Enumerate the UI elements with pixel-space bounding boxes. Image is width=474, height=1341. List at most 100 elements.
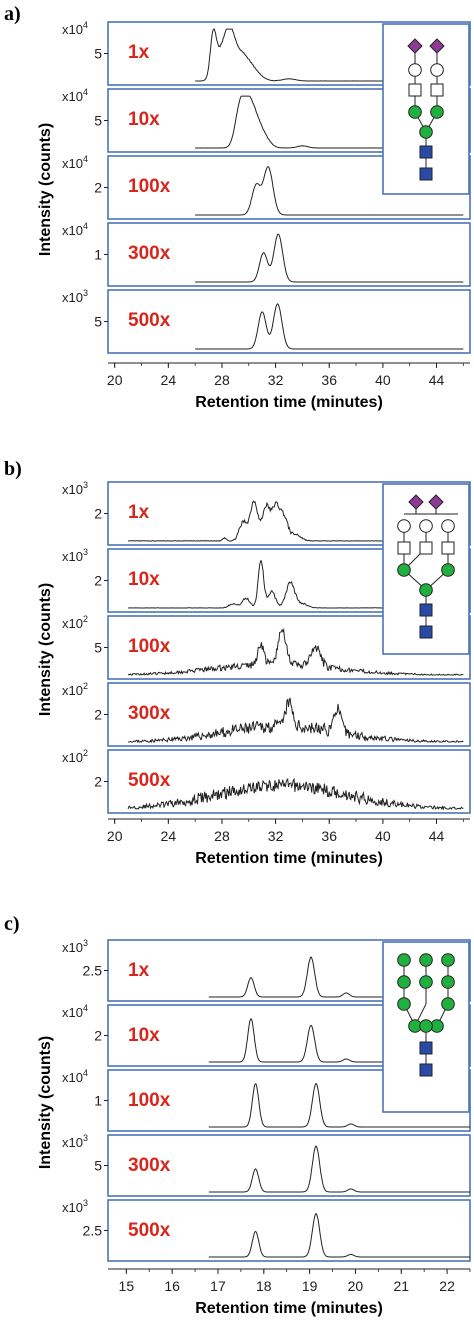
glcnac-open-square-icon xyxy=(397,541,411,555)
y-tick-label: 1 xyxy=(94,247,102,263)
dilution-label: 300x xyxy=(128,703,171,724)
glcnac-square-icon xyxy=(419,145,433,159)
y-tick-label: 5 xyxy=(94,113,102,129)
x-tick-label: 36 xyxy=(321,372,337,388)
y-tick-label: 2.5 xyxy=(83,963,103,979)
x-tick-label: 22 xyxy=(439,1278,455,1294)
scale-multiplier: x103 xyxy=(62,1198,88,1215)
mannose-circle-icon xyxy=(419,975,433,989)
panel-label: c) xyxy=(4,913,20,935)
sialic-acid-diamond-icon xyxy=(407,38,423,54)
multiplier-base: x10 xyxy=(62,290,83,305)
scale-multiplier: x103 xyxy=(62,938,88,955)
y-tick-label: 5 xyxy=(94,1158,102,1174)
galactose-circle-icon xyxy=(419,519,433,533)
mannose-circle-icon xyxy=(441,563,455,577)
mannose-circle-icon xyxy=(397,563,411,577)
y-tick-label: 2 xyxy=(94,180,102,196)
mannose-circle-icon xyxy=(419,125,433,139)
y-tick-label: 2 xyxy=(94,573,102,589)
scale-multiplier: x104 xyxy=(62,87,88,104)
mannose-circle-icon xyxy=(419,583,433,597)
chromatogram-trace xyxy=(195,166,464,216)
multiplier-base: x10 xyxy=(62,940,83,955)
mannose-circle-icon xyxy=(430,105,444,119)
multiplier-exponent: 4 xyxy=(83,154,88,164)
x-tick-label: 44 xyxy=(429,828,445,844)
trace-row-300x: x104 1 300x xyxy=(62,221,471,287)
trace-row-1x: x103 2 1x xyxy=(62,480,471,546)
multiplier-base: x10 xyxy=(62,1200,83,1215)
scale-multiplier: x103 xyxy=(62,547,88,564)
chromatogram-trace xyxy=(208,1083,470,1128)
dilution-label: 10x xyxy=(128,109,160,130)
multiplier-base: x10 xyxy=(62,1135,83,1150)
dilution-label: 500x xyxy=(128,770,171,791)
mannose-circle-icon xyxy=(419,953,433,967)
x-tick-label: 19 xyxy=(302,1278,318,1294)
scale-multiplier: x103 xyxy=(62,1133,88,1150)
multiplier-base: x10 xyxy=(62,683,83,698)
x-tick-label: 18 xyxy=(256,1278,272,1294)
mannose-circle-icon xyxy=(397,953,411,967)
galactose-circle-icon xyxy=(408,63,422,77)
x-axis-label: Retention time (minutes) xyxy=(195,394,383,411)
x-tick-label: 44 xyxy=(429,372,445,388)
mannose-circle-icon xyxy=(408,105,422,119)
y-axis-label: Intensity (counts) xyxy=(37,123,54,256)
dilution-label: 100x xyxy=(128,176,171,197)
chromatogram-trace xyxy=(208,1145,470,1193)
dilution-label: 300x xyxy=(128,243,171,264)
sialylated-biantennary-glycan-icon xyxy=(382,23,470,195)
trace-row-500x: x103 2.5 500x xyxy=(62,1198,471,1262)
multiplier-exponent: 3 xyxy=(83,480,88,490)
dilution-label: 500x xyxy=(128,310,171,331)
x-tick-label: 16 xyxy=(164,1278,180,1294)
multiplier-exponent: 4 xyxy=(83,20,88,30)
y-tick-label: 5 xyxy=(94,640,102,656)
multiplier-exponent: 3 xyxy=(83,938,88,948)
galactose-circle-icon xyxy=(430,63,444,77)
x-tick-label: 20 xyxy=(107,828,123,844)
dilution-label: 10x xyxy=(128,569,160,590)
galactose-circle-icon xyxy=(397,519,411,533)
trace-row-100x: x102 5 100x xyxy=(62,614,471,680)
x-tick-label: 24 xyxy=(161,828,177,844)
x-tick-label: 32 xyxy=(268,828,284,844)
scale-multiplier: x104 xyxy=(62,20,88,37)
multiplier-base: x10 xyxy=(62,22,83,37)
chromatogram-trace xyxy=(195,303,464,350)
sialic-acid-diamond-icon xyxy=(429,38,445,54)
trace-row-100x: x104 2 100x xyxy=(62,154,471,220)
multiplier-base: x10 xyxy=(62,1005,83,1020)
dilution-label: 1x xyxy=(128,502,150,523)
sialylated-triantennary-glycan-icon xyxy=(382,483,470,655)
multiplier-base: x10 xyxy=(62,1070,83,1085)
glcnac-open-square-icon xyxy=(441,541,455,555)
multiplier-base: x10 xyxy=(62,482,83,497)
glcnac-open-square-icon xyxy=(408,83,422,97)
x-tick-label: 15 xyxy=(119,1278,135,1294)
dilution-label: 500x xyxy=(128,1220,171,1241)
glcnac-open-square-icon xyxy=(430,83,444,97)
x-axis-label: Retention time (minutes) xyxy=(195,850,383,867)
chromatogram-trace xyxy=(208,1213,470,1258)
trace-row-1x: x104 5 1x xyxy=(62,20,471,86)
multiplier-base: x10 xyxy=(62,89,83,104)
dilution-label: 100x xyxy=(128,1090,171,1111)
mannose-circle-icon xyxy=(397,997,411,1011)
glcnac-square-icon xyxy=(419,1041,433,1055)
trace-row-300x: x103 5 300x xyxy=(62,1133,471,1197)
x-tick-label: 40 xyxy=(375,828,391,844)
dilution-label: 1x xyxy=(128,960,150,981)
multiplier-exponent: 3 xyxy=(83,288,88,298)
trace-row-100x: x104 1 100x xyxy=(62,1068,471,1132)
scale-multiplier: x102 xyxy=(62,614,88,631)
y-tick-label: 2 xyxy=(94,1028,102,1044)
x-axis-label: Retention time (minutes) xyxy=(195,1300,383,1317)
dilution-label: 300x xyxy=(128,1155,171,1176)
